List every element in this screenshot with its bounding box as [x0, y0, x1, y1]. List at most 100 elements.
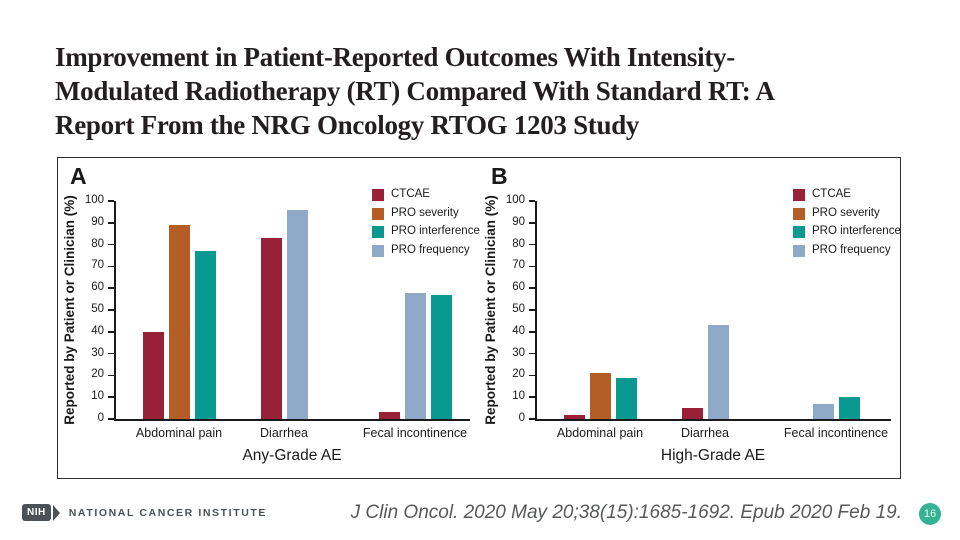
y-tick-label: 60	[91, 281, 104, 294]
page-number-badge: 16	[919, 503, 941, 525]
y-tick-label: 30	[512, 346, 525, 359]
category-label: Diarrhea	[260, 426, 308, 440]
legend-swatch-pro-interference	[372, 226, 384, 238]
legend-swatch-pro-severity	[793, 207, 805, 220]
y-tick	[108, 265, 114, 268]
nih-logo: NIH NATIONAL CANCER INSTITUTE	[22, 504, 267, 521]
y-tick	[529, 287, 535, 289]
figure-panel: A Reported by Patient or Clinician (%) 0 10…	[57, 157, 901, 479]
bar-ctcae	[142, 331, 164, 419]
category-label: Fecal incontinence	[362, 426, 468, 440]
legend-label: PRO frequency	[391, 243, 470, 256]
y-tick-label: 0	[97, 412, 104, 424]
y-tick-label: 80	[512, 237, 525, 250]
y-tick	[108, 222, 114, 224]
bar-pro-frequency	[707, 325, 729, 419]
y-tick-label: 40	[91, 324, 104, 337]
y-tick-label: 40	[512, 324, 525, 337]
bar-pro-interference	[615, 377, 637, 419]
y-tick-label: 80	[91, 237, 104, 250]
bar-ctcae	[260, 238, 282, 419]
legend-label: CTCAE	[812, 188, 851, 200]
y-tick	[108, 309, 114, 311]
category-label: Abdominal pain	[556, 426, 644, 440]
y-tick	[529, 331, 535, 333]
chart-panel-a: A Reported by Patient or Clinician (%) 0 10…	[58, 158, 480, 477]
y-tick	[108, 396, 114, 398]
y-tick	[529, 222, 535, 224]
category-label: Abdominal pain	[135, 426, 223, 440]
bar-pro-frequency	[812, 403, 834, 419]
y-tick-label: 50	[91, 303, 104, 315]
y-tick	[108, 418, 114, 420]
y-axis	[114, 201, 116, 421]
y-tick	[108, 287, 114, 289]
category-label: Fecal incontinence	[783, 426, 889, 440]
nih-acronym: NIH	[22, 504, 51, 521]
y-tick	[529, 352, 535, 355]
y-tick-label: 90	[512, 215, 525, 228]
y-tick-label: 0	[518, 412, 525, 424]
y-tick	[108, 243, 114, 246]
citation-text: J Clin Oncol. 2020 May 20;38(15):1685-16…	[350, 502, 902, 523]
legend-swatch-pro-interference	[793, 226, 805, 238]
y-tick-label: 100	[84, 194, 104, 206]
legend-swatch-ctcae	[372, 189, 384, 201]
y-tick-label: 20	[91, 368, 104, 381]
legend-label: PRO severity	[391, 206, 459, 219]
y-tick-label: 70	[91, 259, 104, 272]
legend-label: PRO interference	[391, 225, 480, 237]
panel-label: A	[70, 163, 87, 189]
y-tick-label: 70	[512, 259, 525, 272]
y-tick	[108, 331, 114, 333]
bar-pro-interference	[194, 251, 216, 419]
y-tick-label: 90	[91, 215, 104, 228]
bar-pro-interference	[430, 294, 452, 419]
legend-label: CTCAE	[391, 188, 430, 200]
y-tick-label: 100	[505, 194, 525, 206]
y-tick	[529, 374, 535, 377]
y-tick-label: 30	[91, 346, 104, 359]
bar-ctcae	[563, 414, 585, 419]
bar-pro-interference	[838, 397, 860, 419]
y-axis	[535, 201, 537, 421]
bar-pro-frequency	[286, 209, 308, 419]
y-tick	[529, 200, 535, 202]
legend-label: PRO interference	[812, 225, 901, 237]
chart-panel-b: B Reported by Patient or Clinician (%) 0 10…	[479, 158, 901, 477]
slide-title-line-1: Improvement in Patient-Reported Outcomes…	[55, 42, 735, 72]
y-tick-label: 10	[91, 390, 104, 403]
y-tick	[108, 374, 114, 377]
x-axis-title: Any-Grade AE	[242, 447, 342, 464]
legend-label: PRO severity	[812, 206, 880, 219]
y-tick	[108, 352, 114, 355]
bar-pro-frequency	[404, 292, 426, 419]
legend-label: PRO frequency	[812, 243, 891, 256]
y-tick	[529, 396, 535, 398]
x-axis-title: High-Grade AE	[660, 447, 766, 464]
y-tick	[108, 200, 114, 202]
panel-label: B	[491, 163, 508, 189]
y-tick-label: 60	[512, 281, 525, 294]
slide-title: Improvement in Patient-Reported Outcomes…	[55, 40, 885, 142]
x-axis	[535, 419, 891, 421]
legend-swatch-pro-frequency	[793, 244, 805, 257]
y-tick-label: 50	[512, 303, 525, 315]
legend-swatch-pro-frequency	[372, 244, 384, 257]
slide-title-line-3: Report From the NRG Oncology RTOG 1203 S…	[55, 110, 640, 140]
bar-pro-severity	[589, 373, 611, 419]
slide-title-line-2: Modulated Radiotherapy (RT) Compared Wit…	[55, 76, 775, 106]
institute-name: NATIONAL CANCER INSTITUTE	[68, 506, 268, 519]
y-tick	[529, 243, 535, 246]
chevron-right-icon	[52, 504, 60, 521]
y-tick-label: 20	[512, 368, 525, 381]
bar-ctcae	[378, 412, 400, 419]
y-tick	[529, 418, 535, 420]
y-tick	[529, 265, 535, 268]
y-tick	[529, 309, 535, 311]
bar-pro-severity	[168, 224, 190, 419]
y-tick-label: 10	[512, 390, 525, 403]
bar-ctcae	[681, 408, 703, 419]
category-label: Diarrhea	[681, 426, 729, 440]
legend-swatch-pro-severity	[372, 207, 384, 220]
